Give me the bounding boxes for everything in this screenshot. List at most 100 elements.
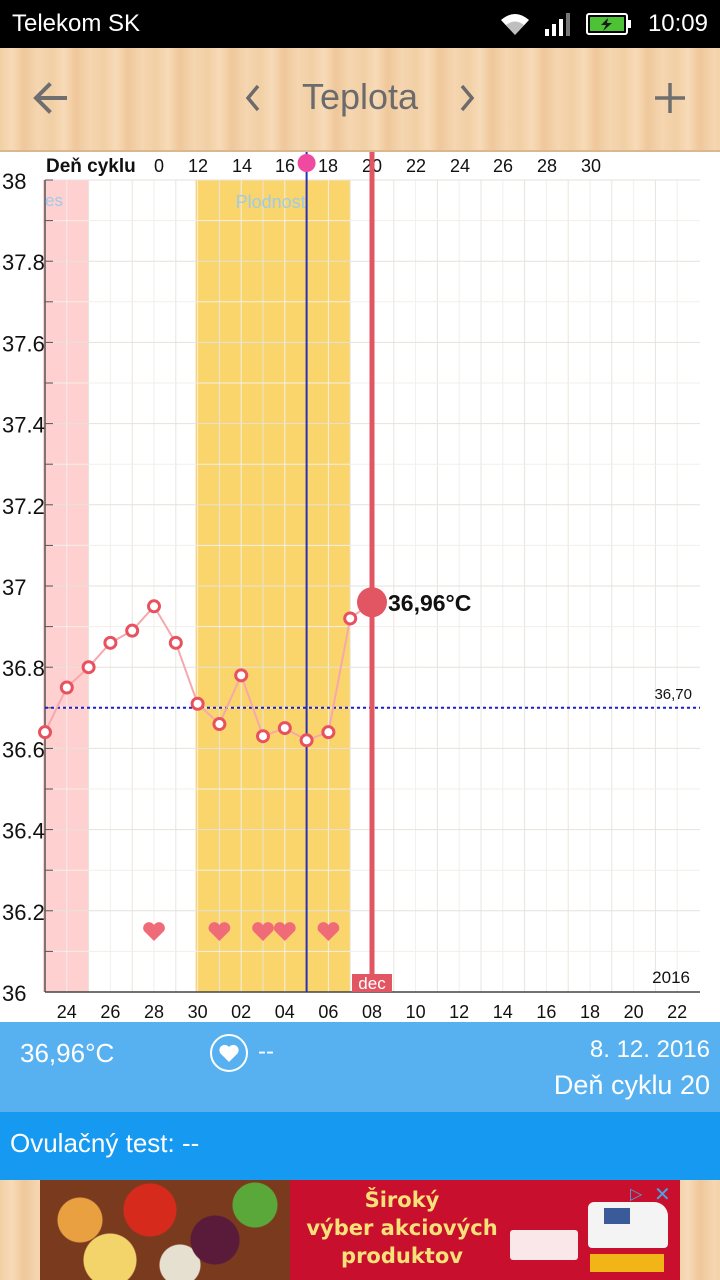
- temperature-point: [299, 733, 314, 748]
- cycle-day-tick: 12: [188, 156, 208, 176]
- y-tick-label: 38: [2, 169, 26, 194]
- ad-text-line: Široký: [364, 1188, 440, 1212]
- temperature-point: [343, 611, 358, 626]
- y-tick-label: 36: [2, 981, 26, 1006]
- month-label: dec: [358, 974, 386, 993]
- x-tick-label: 28: [144, 1002, 164, 1022]
- ad-text: Široký výber akciových produktov: [302, 1186, 502, 1270]
- signal-icon: [544, 13, 570, 36]
- y-tick-label: 37: [2, 575, 26, 600]
- status-bar: Telekom SK 10:09: [0, 0, 720, 48]
- intercourse-heart-icon: [143, 922, 165, 941]
- cycle-day-tick: 26: [493, 156, 513, 176]
- selected-temperature: 36,96°C: [20, 1038, 115, 1068]
- current-temperature-point: [357, 587, 387, 618]
- temperature-point: [190, 696, 205, 711]
- ad-area: Široký výber akciových produktov ▷ ✕: [0, 1180, 720, 1280]
- cycle-day-tick: 28: [537, 156, 557, 176]
- x-tick-label: 10: [406, 1002, 426, 1022]
- cycle-day: Deň cyklu 20: [553, 1070, 710, 1100]
- intercourse-value: --: [258, 1038, 274, 1065]
- x-tick-label: 14: [493, 1002, 513, 1022]
- y-tick-label: 37.8: [2, 250, 45, 275]
- y-tick-label: 37.2: [2, 494, 45, 519]
- temperature-point: [212, 717, 227, 732]
- y-tick-label: 36.4: [2, 819, 45, 844]
- wifi-icon: [500, 14, 529, 35]
- ovulation-marker: [297, 154, 316, 172]
- previous-button[interactable]: [236, 78, 272, 118]
- chevron-left-icon: [245, 84, 260, 112]
- month-label-bg: [352, 974, 392, 992]
- arrow-left-icon: [33, 82, 67, 114]
- current-temperature-label: 36,96°C: [388, 590, 471, 616]
- temperature-chart[interactable]: 36 36.2 36.4 36.6 36.8 37 37.2 37.4 37.6 37.8 38 es…: [0, 152, 720, 1022]
- year-label: 2016: [652, 968, 690, 987]
- x-tick-label: 26: [100, 1002, 120, 1022]
- ad-close-icon[interactable]: ✕: [654, 1184, 671, 1206]
- intercourse-button[interactable]: [210, 1034, 248, 1072]
- ad-choices-icon[interactable]: ▷: [630, 1186, 643, 1203]
- menstruation-band-label: es: [45, 191, 63, 210]
- ovulation-test-label: Ovulačný test: --: [10, 1128, 200, 1158]
- x-tick-label: 24: [57, 1002, 77, 1022]
- temperature-point: [168, 635, 183, 650]
- selected-date: 8. 12. 2016: [589, 1036, 710, 1063]
- fertile-band-label: Plodnosť: [236, 192, 308, 212]
- y-tick-label: 37.6: [2, 331, 45, 356]
- x-tick-label: 06: [318, 1002, 338, 1022]
- carrier-name: Telekom SK: [12, 10, 141, 37]
- x-tick-label: 30: [188, 1002, 208, 1022]
- ad-van-window: [604, 1208, 630, 1224]
- intercourse-heart-icon: [252, 922, 274, 941]
- temperature-point: [38, 725, 52, 740]
- y-tick-label: 36.6: [2, 737, 45, 762]
- cycle-day-tick: 22: [406, 156, 426, 176]
- temperature-point: [234, 668, 249, 683]
- add-button[interactable]: [642, 70, 698, 126]
- chart-canvas[interactable]: 36 36.2 36.4 36.6 36.8 37 37.2 37.4 37.6 37.8 38 es…: [0, 152, 720, 1022]
- clock: 10:09: [647, 10, 708, 37]
- temperature-point: [277, 721, 292, 736]
- y-tick-label: 36.2: [2, 900, 45, 925]
- temperature-point: [256, 729, 270, 744]
- app-header: Teplota: [0, 48, 720, 152]
- y-tick-label: 37.4: [2, 413, 45, 438]
- info-bar: 36,96°C -- 8. 12. 2016 Deň cyklu 20: [0, 1022, 720, 1112]
- x-tick-label: 02: [231, 1002, 251, 1022]
- x-tick-label: 08: [362, 1002, 382, 1022]
- ad-text-line: produktov: [341, 1244, 463, 1268]
- plus-icon: [655, 83, 685, 113]
- cycle-day-tick: 24: [450, 156, 470, 176]
- page-title: Teplota: [301, 76, 419, 117]
- temperature-point: [125, 623, 140, 638]
- intercourse-heart-icon: [273, 922, 296, 941]
- temperature-point: [103, 635, 118, 650]
- chevron-right-icon: [460, 84, 475, 112]
- heart-icon: [219, 1044, 239, 1062]
- temperature-point: [81, 660, 96, 675]
- ad-food-image: [40, 1180, 290, 1280]
- x-tick-label: 16: [536, 1002, 556, 1022]
- intercourse-heart-icon: [208, 922, 231, 941]
- x-tick-label: 20: [624, 1002, 644, 1022]
- cycle-day-tick: 0: [154, 156, 164, 176]
- cycle-day-axis-label: Deň cyklu: [46, 156, 136, 177]
- temperature-point: [321, 725, 336, 740]
- y-tick-label: 36.8: [2, 656, 45, 681]
- cycle-day-tick: 30: [581, 156, 601, 176]
- next-button[interactable]: [448, 78, 484, 118]
- coverline-label: 36,70: [654, 686, 692, 703]
- x-tick-label: 18: [580, 1002, 600, 1022]
- x-tick-label: 12: [449, 1002, 469, 1022]
- back-button[interactable]: [22, 70, 78, 126]
- temperature-point: [59, 680, 74, 695]
- ovulation-test-bar[interactable]: Ovulačný test: --: [0, 1112, 720, 1180]
- temperature-point: [147, 599, 161, 614]
- cycle-day-tick: 16: [275, 156, 295, 176]
- ad-store-logo: [510, 1230, 578, 1260]
- intercourse-heart-icon: [317, 922, 340, 941]
- cycle-day-tick: 14: [232, 156, 252, 176]
- ad-banner[interactable]: Široký výber akciových produktov ▷ ✕: [40, 1180, 680, 1280]
- cycle-day-tick: 18: [318, 156, 338, 176]
